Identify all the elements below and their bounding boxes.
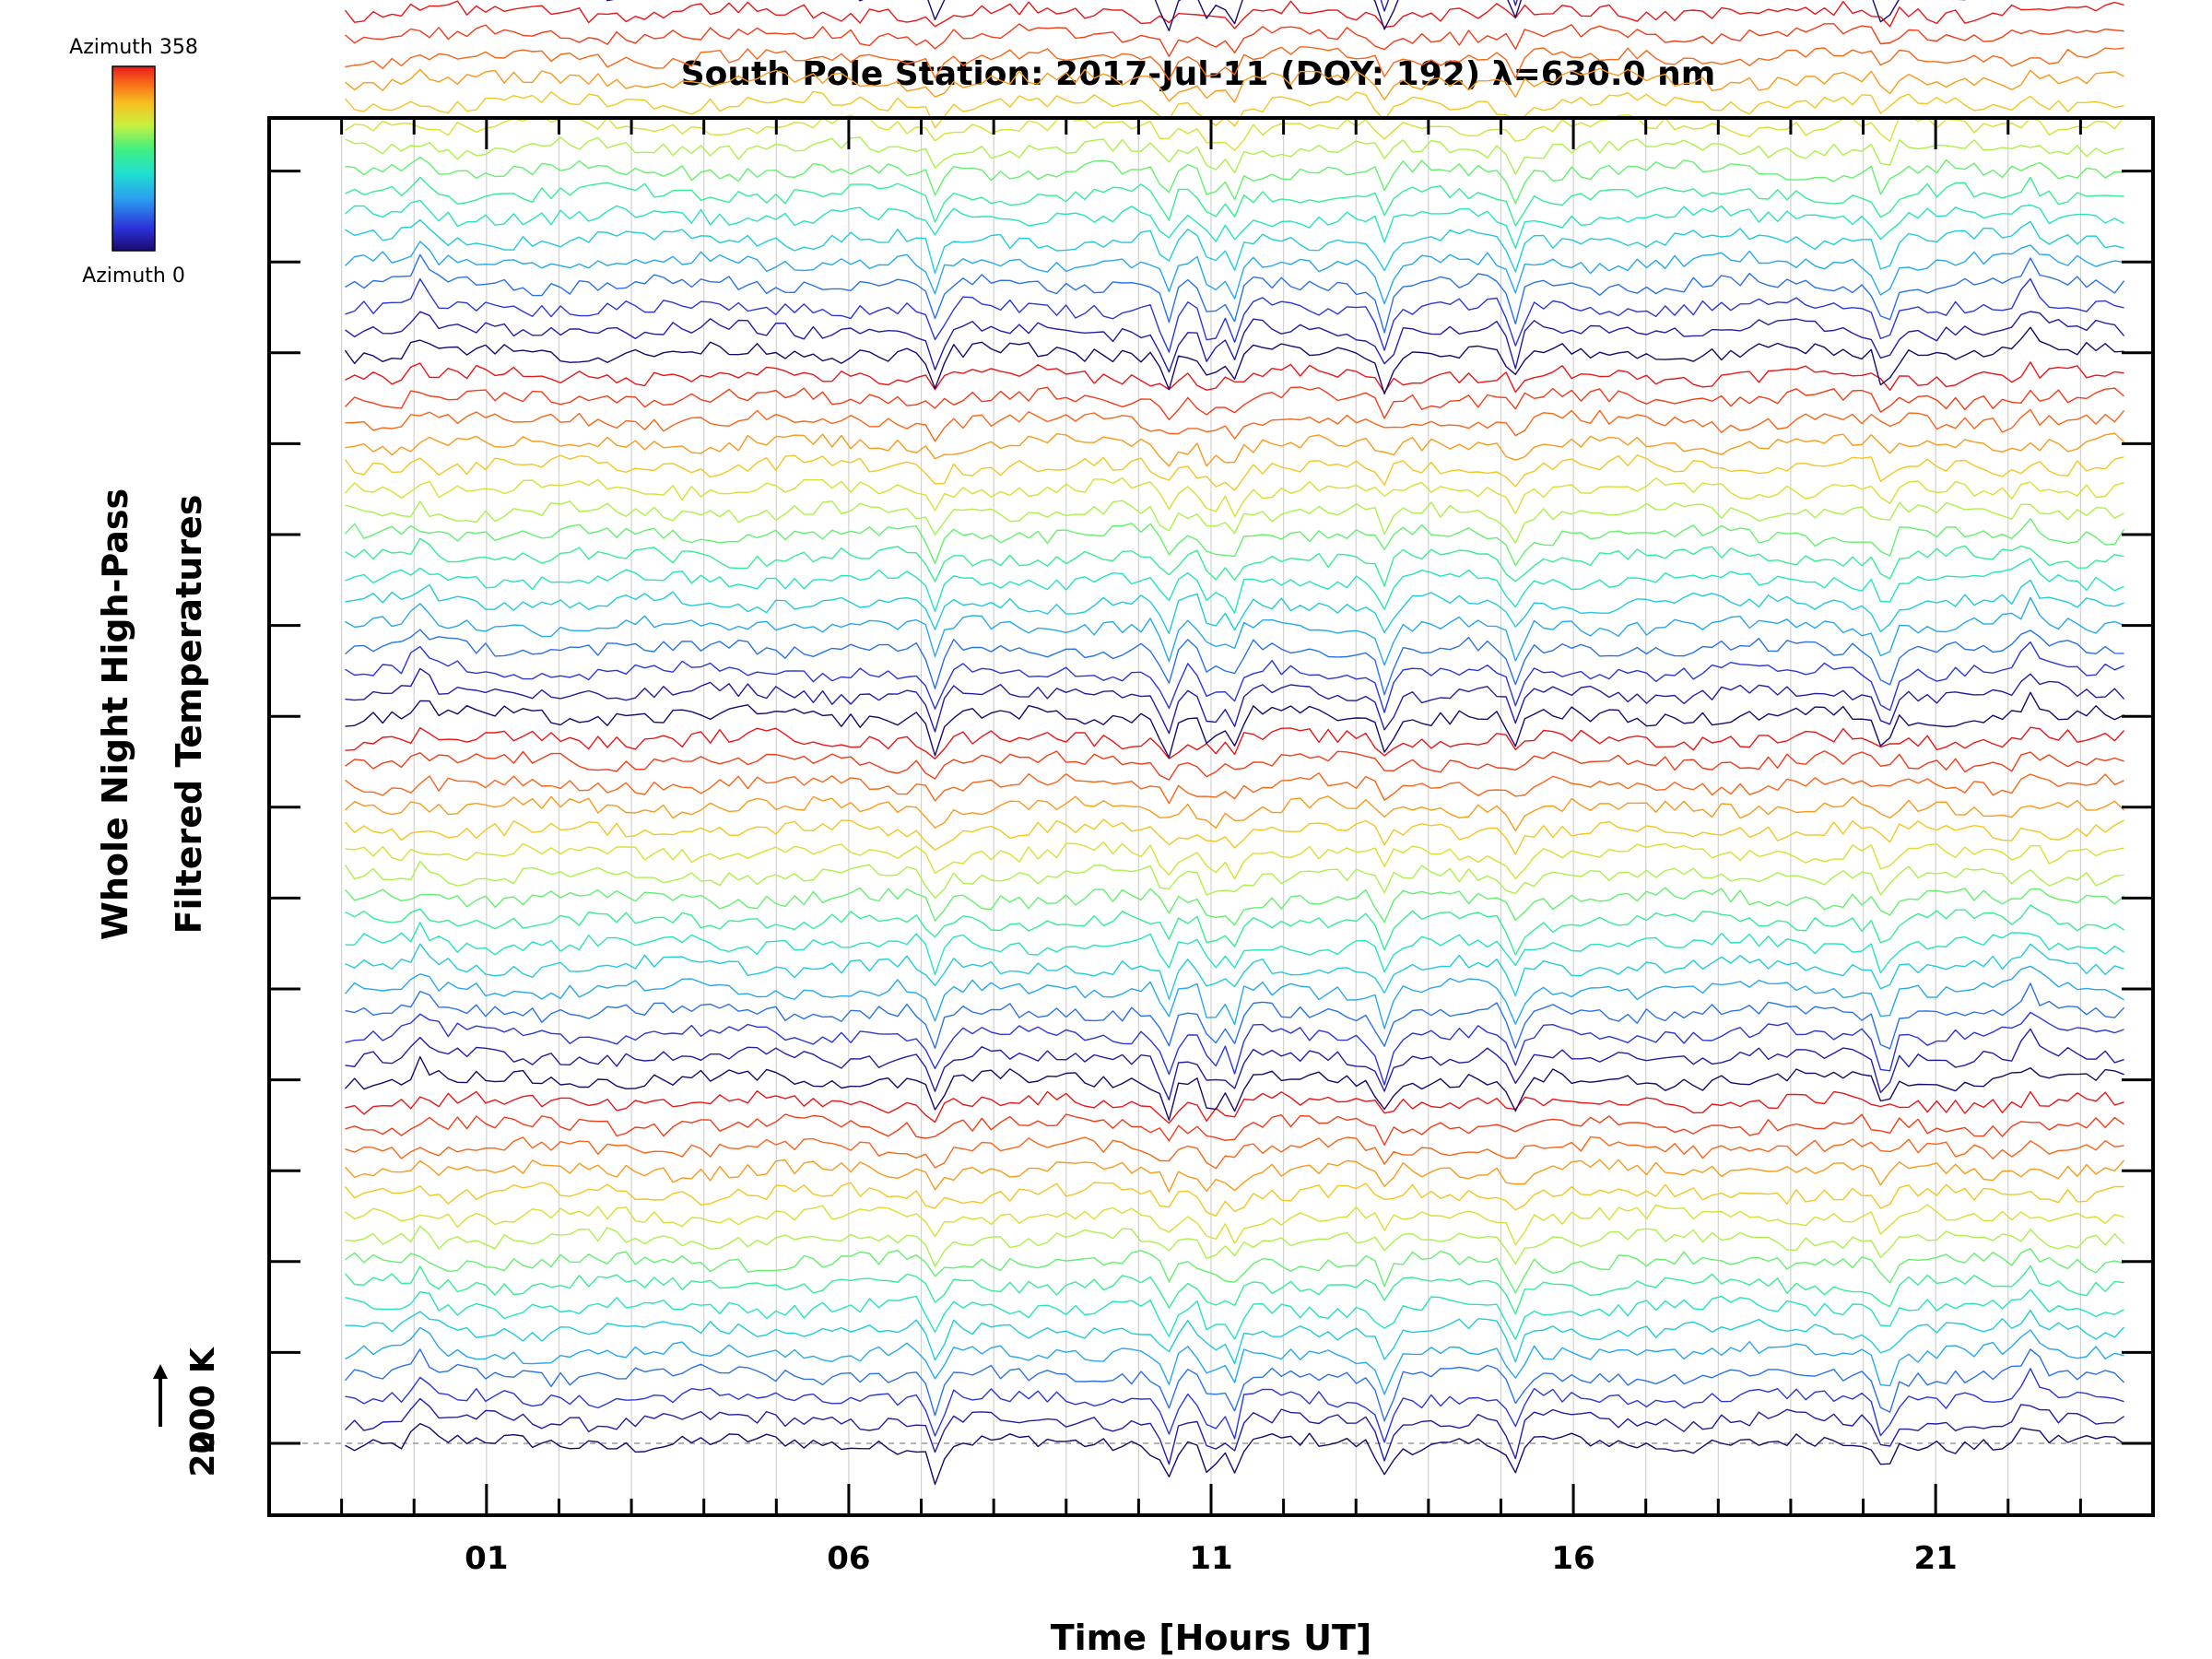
series-line <box>345 596 2124 666</box>
series-line <box>345 982 2125 1050</box>
series-line <box>345 46 2124 81</box>
series-line <box>345 1397 2124 1465</box>
offset-scale-indicator: 200 K <box>153 1347 222 1454</box>
series-line <box>345 1422 2125 1486</box>
series-line <box>345 1136 2124 1170</box>
series-line <box>344 1348 2125 1422</box>
series-line <box>345 199 2124 249</box>
y-ticks <box>269 170 2153 1445</box>
series-line <box>344 818 2124 855</box>
series-line <box>345 408 2125 442</box>
series-line <box>345 795 2125 832</box>
x-tick-label: 06 <box>827 1540 870 1577</box>
series-line <box>344 1159 2125 1193</box>
series-line <box>345 432 2125 467</box>
series-line <box>344 1265 2124 1315</box>
series-line <box>345 277 2124 353</box>
series-line <box>345 386 2125 420</box>
series-line <box>345 750 2124 781</box>
y-axis-label-line1: Whole Night High-Pass <box>95 488 135 940</box>
series-line <box>344 965 2124 1030</box>
series-line <box>345 1090 2124 1124</box>
series-line <box>344 326 2124 394</box>
series-line <box>345 1310 2125 1365</box>
series-line <box>345 1113 2125 1146</box>
scale-arrow-head <box>153 1364 168 1379</box>
series-line <box>345 629 2124 696</box>
series-line <box>345 67 2124 103</box>
series-line <box>345 23 2124 57</box>
series-line <box>345 943 2124 1000</box>
colorbar-top-label: Azimuth 358 <box>69 36 198 59</box>
series-line <box>344 887 2125 926</box>
x-tick-label: 21 <box>1913 1540 1957 1577</box>
series-line <box>345 1248 2124 1294</box>
series-line <box>606 0 1966 31</box>
series-line <box>345 1368 2124 1443</box>
x-tick-label: 01 <box>465 1540 508 1577</box>
series-line <box>345 558 2124 614</box>
series-line <box>345 641 2124 713</box>
series-line <box>345 579 2124 635</box>
series-line <box>345 311 2125 373</box>
x-tick-label: 11 <box>1189 1540 1232 1577</box>
series-line <box>345 904 2124 956</box>
series-line <box>345 922 2124 976</box>
x-axis-label: Time [Hours UT] <box>1051 1618 1372 1658</box>
series-line <box>345 218 2124 275</box>
series-line <box>344 518 2125 567</box>
series-line <box>345 136 2124 175</box>
series-line <box>344 1182 2124 1217</box>
series-line <box>345 157 2124 205</box>
series-line <box>345 1326 2124 1395</box>
series-traces <box>344 0 2125 1486</box>
series-line <box>345 537 2124 587</box>
series-line <box>345 500 2124 544</box>
series-line <box>345 114 2125 151</box>
series-line <box>344 860 2124 900</box>
series-line <box>345 1011 2124 1086</box>
series-line <box>345 772 2124 805</box>
series-line <box>345 361 2124 394</box>
scale-label: 200 K <box>184 1347 222 1454</box>
x-ticks: 01 06 11 16 21 <box>340 118 2082 1577</box>
series-line <box>345 726 2125 759</box>
series-line <box>344 477 2124 518</box>
series-line <box>1380 0 1518 12</box>
series-line <box>345 1288 2124 1340</box>
series-line <box>344 1055 2124 1121</box>
series-line <box>345 176 2124 227</box>
series-line <box>345 1204 2124 1246</box>
colorbar-bottom-label: Azimuth 0 <box>82 265 185 288</box>
x-tick-label: 16 <box>1551 1540 1594 1577</box>
series-line <box>345 1225 2125 1267</box>
series-line <box>345 253 2125 334</box>
baseline-label: 200 <box>184 1407 222 1477</box>
series-line <box>345 841 2124 880</box>
series-line <box>345 1028 2124 1100</box>
series-line <box>345 241 2124 305</box>
series-line <box>345 667 2125 735</box>
series-line <box>344 0 2124 29</box>
colorbar <box>112 65 156 252</box>
y-axis-label-line2: Filtered Temperatures <box>169 495 209 935</box>
series-line <box>344 90 2124 129</box>
series-line <box>344 454 2124 491</box>
series-line <box>345 691 2124 759</box>
